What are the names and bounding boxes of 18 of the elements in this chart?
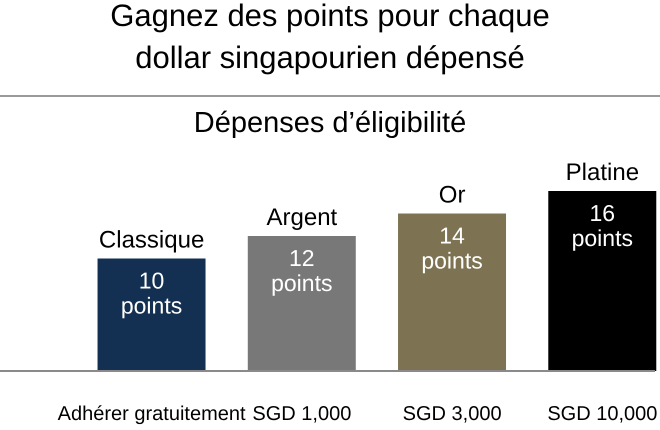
- annotation: Classique: [98, 226, 204, 254]
- data-label: 14 points: [421, 222, 483, 274]
- annotation: Or: [438, 182, 466, 208]
- bar: [548, 191, 656, 371]
- bar: [398, 214, 506, 371]
- x-tick-label: SGD 10,000: [547, 403, 658, 425]
- chart-subtitle: Dépenses d’éligibilité: [192, 106, 468, 141]
- data-label: 12 points: [271, 245, 332, 296]
- bar: [248, 236, 356, 371]
- bar: [98, 258, 206, 371]
- x-tick-label: SGD 3,000: [402, 403, 502, 425]
- data-label: 10 points: [120, 268, 182, 318]
- annotation: Argent: [266, 204, 338, 231]
- annotation: Platine: [566, 159, 640, 186]
- data-label: 16 points: [572, 200, 633, 251]
- x-tick-label: Adhérer gratuitement: [58, 403, 246, 425]
- x-tick-label: SGD 1,000: [252, 403, 352, 425]
- chart-title: Gagnez des points pour chaque dollar singapourien dépensé: [109, 0, 551, 77]
